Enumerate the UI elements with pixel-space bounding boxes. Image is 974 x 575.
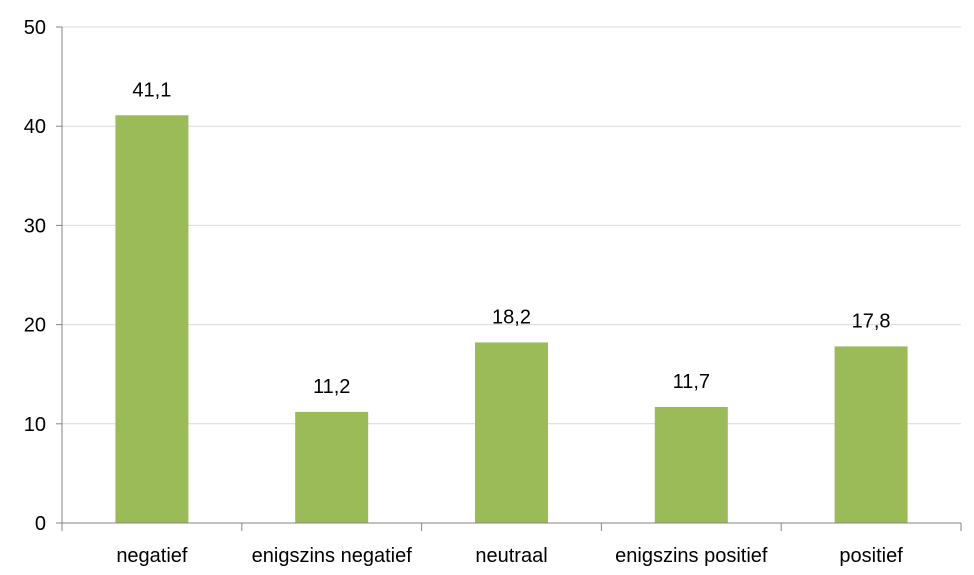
bar-negatief <box>115 115 189 524</box>
bar-enigszins-positief <box>654 406 728 523</box>
axes <box>56 26 962 531</box>
x-category-label: enigszins positief <box>615 545 768 567</box>
data-label: 18,2 <box>492 306 531 328</box>
bar-positief <box>834 346 908 523</box>
data-label: 11,7 <box>673 371 710 393</box>
gridlines <box>62 26 961 425</box>
x-category-label: positief <box>839 545 903 567</box>
data-label: 41,1 <box>132 79 171 101</box>
bar-neutraal <box>475 342 548 523</box>
y-tick-label: 40 <box>24 116 46 138</box>
bar-enigszins-negatief <box>295 411 369 523</box>
y-tick-label: 50 <box>24 17 46 39</box>
bars <box>115 115 908 524</box>
data-label: 11,2 <box>313 376 350 398</box>
x-category-label: negatief <box>116 545 188 567</box>
data-label: 17,8 <box>852 310 891 332</box>
y-tick-label: 30 <box>24 215 46 237</box>
y-tick-label: 0 <box>35 513 46 535</box>
y-tick-label: 10 <box>24 414 46 436</box>
x-category-label: neutraal <box>475 545 547 567</box>
labels: 0 10 20 30 40 50 41,1 negatief 11,2 enigszins neg… <box>24 17 903 567</box>
x-category-label: enigszins negatief <box>252 545 413 567</box>
y-tick-label: 20 <box>24 315 46 337</box>
